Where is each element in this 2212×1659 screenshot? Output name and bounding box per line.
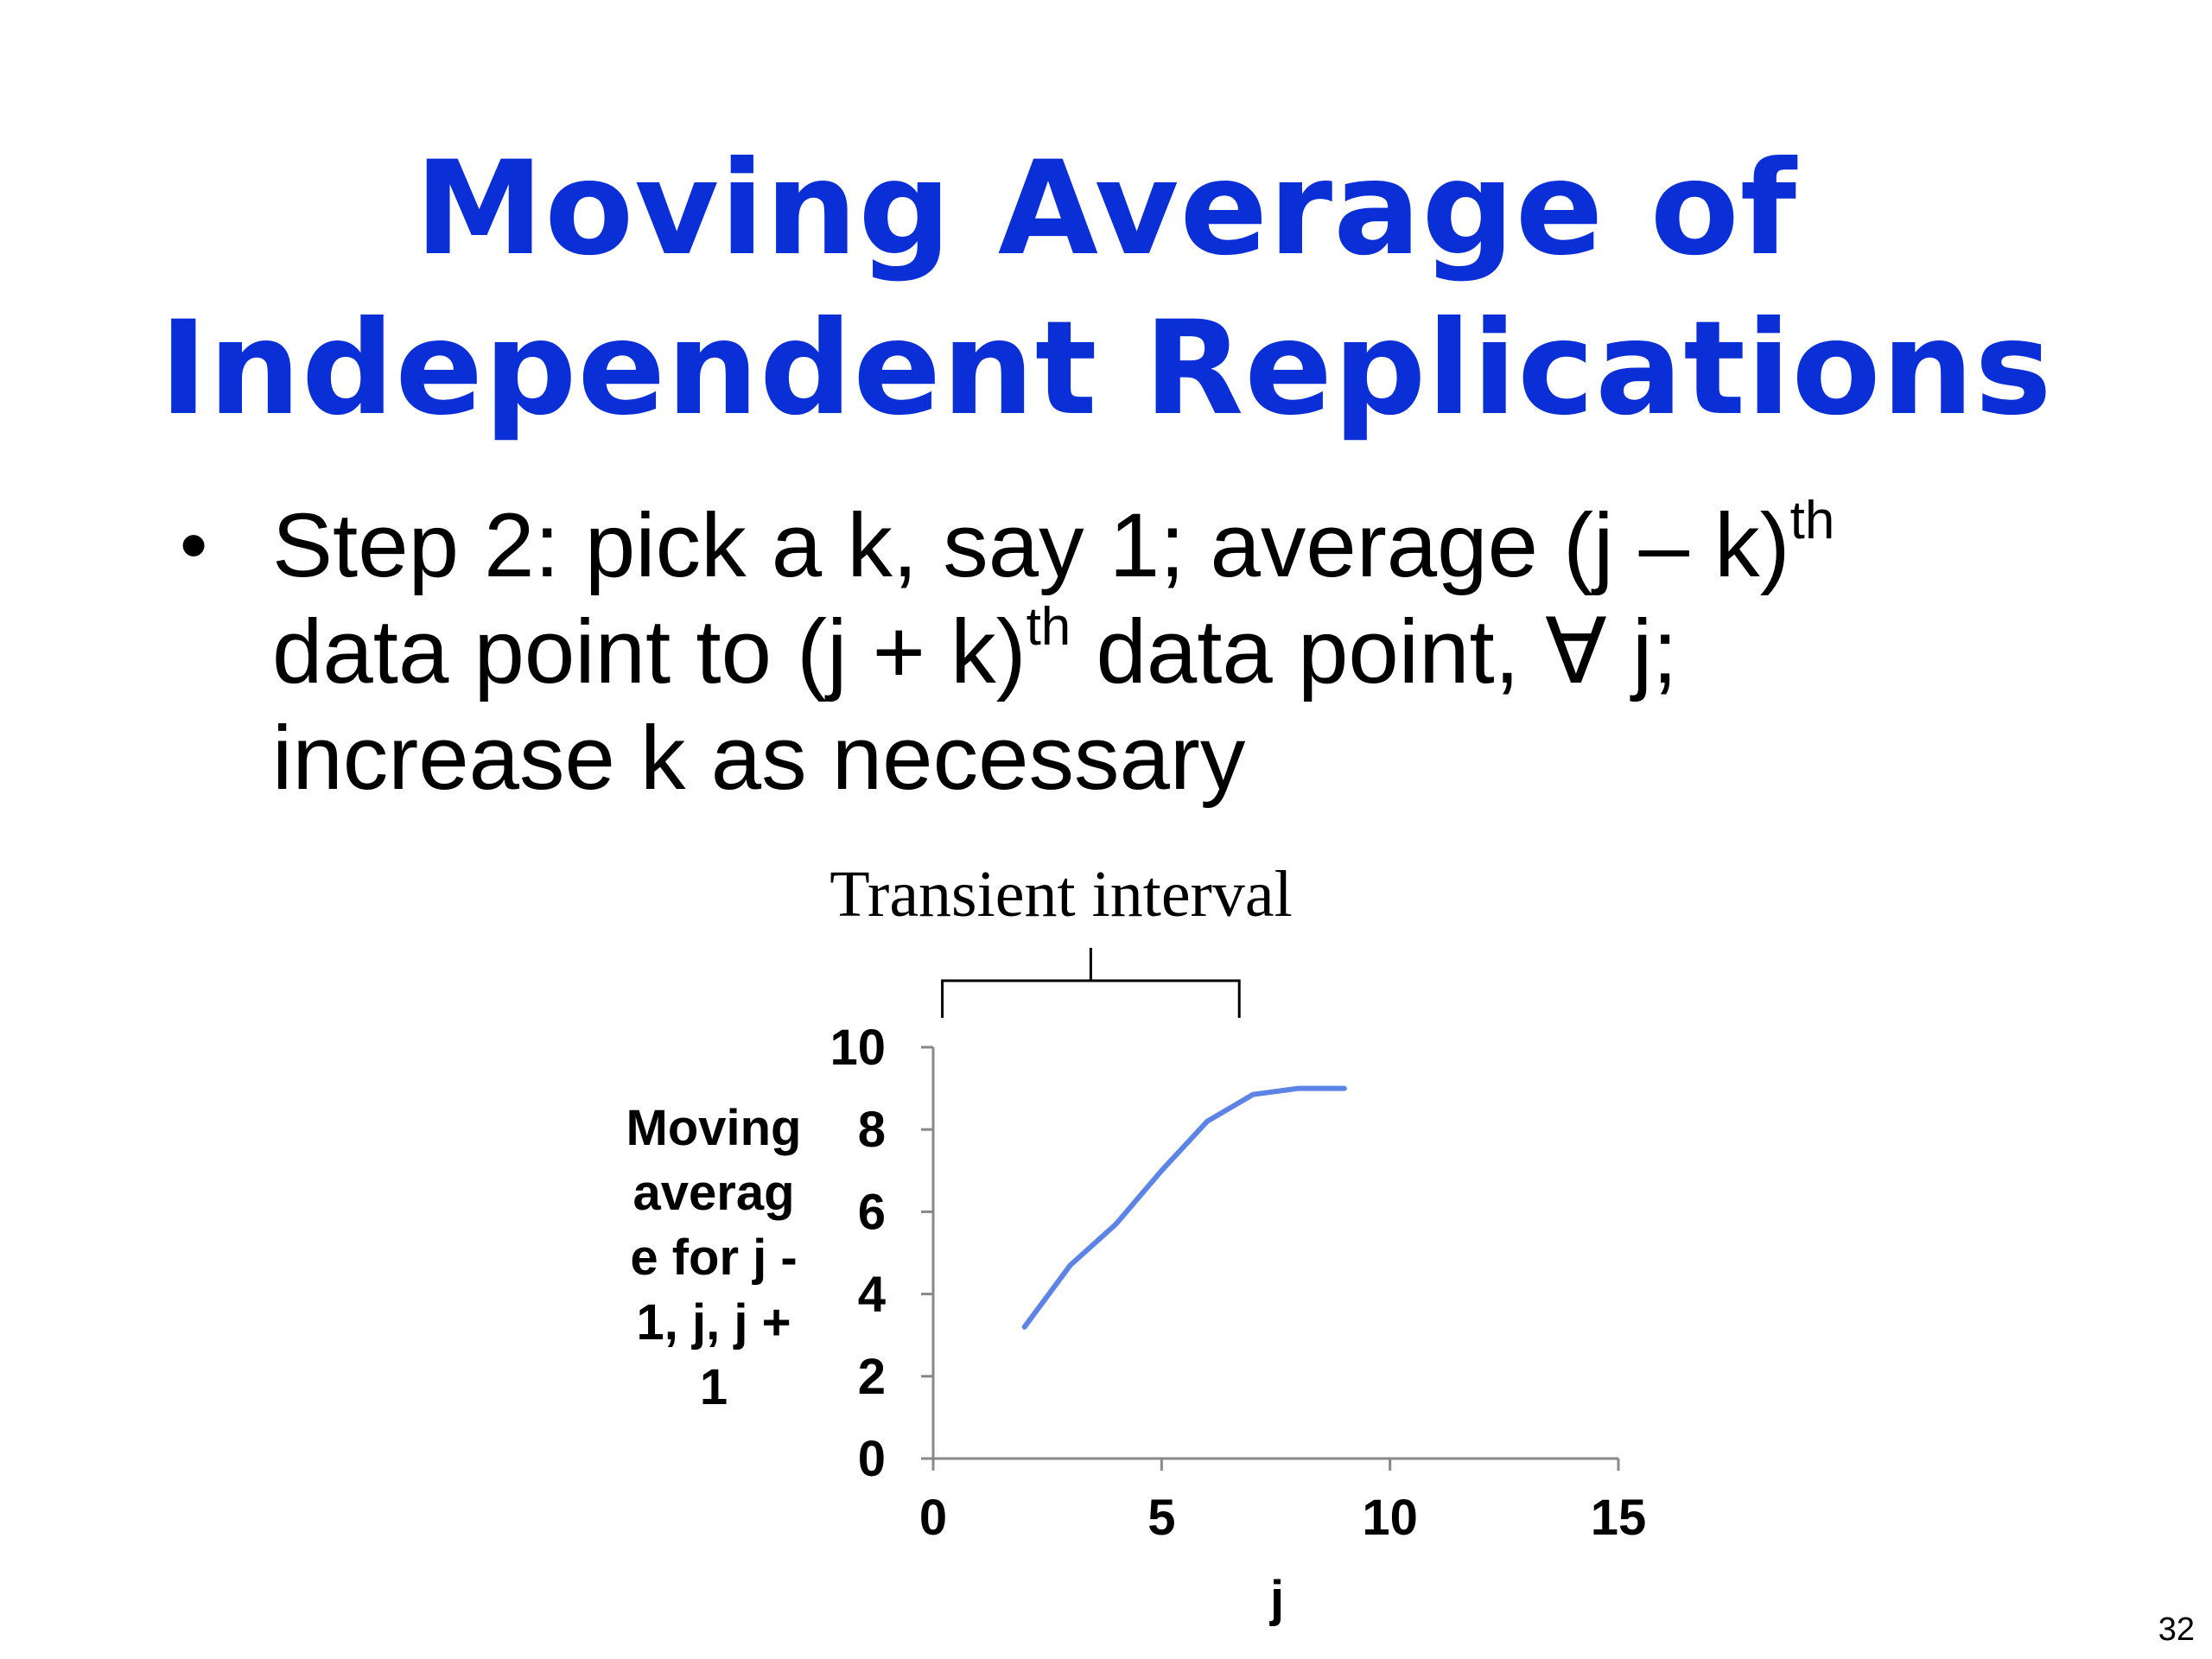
x-axis-ticks: 0 5 10 15: [919, 1459, 1646, 1546]
page-number: 32: [2158, 1611, 2195, 1648]
bullet-item: Step 2: pick a k, say 1; average (j – k)…: [272, 493, 2130, 811]
x-axis-label: j: [1269, 1571, 1284, 1627]
bullet-line-2-text-b: data point, ∀ j;: [1071, 601, 1678, 702]
y-axis-label-line: e for j -: [630, 1230, 797, 1286]
superscript-th-2: th: [1026, 597, 1071, 657]
bullet-line-3: increase k as necessary: [272, 708, 1246, 809]
x-tick-label: 15: [1591, 1490, 1647, 1546]
y-axis-label-line: averag: [632, 1165, 794, 1221]
y-axis-label-line: 1: [700, 1359, 728, 1415]
x-tick-label: 0: [919, 1490, 947, 1546]
superscript-th-1: th: [1789, 491, 1835, 550]
bullet-line-2-text-a: data point to (j + k): [272, 601, 1027, 702]
y-tick-label: 10: [830, 1020, 886, 1076]
bullet-line-2: data point to (j + k)th data point, ∀ j;: [272, 599, 2130, 705]
bullet-dot-icon: •: [180, 501, 208, 589]
y-tick-label: 0: [858, 1431, 886, 1487]
y-axis-ticks: 0 2 4 6 8 10: [830, 1020, 933, 1487]
transient-interval-label: Transient interval: [830, 858, 1292, 931]
y-tick-label: 4: [858, 1267, 886, 1323]
y-tick-label: 8: [858, 1102, 886, 1158]
title-line-1: Moving Average of: [415, 134, 1797, 284]
y-axis-label-line: 1, j, j +: [637, 1294, 791, 1351]
y-tick-label: 6: [858, 1184, 886, 1240]
y-axis-label-line: Moving: [626, 1100, 802, 1156]
title-line-2: Independent Replications: [159, 294, 2053, 444]
transient-interval-bracket: [941, 948, 1241, 1018]
y-axis-label: Moving averag e for j - 1, j, j + 1: [626, 1100, 802, 1415]
x-tick-label: 5: [1147, 1490, 1175, 1546]
series-line: [1021, 1085, 1347, 1330]
x-tick-label: 10: [1362, 1490, 1418, 1546]
slide-title: Moving Average of Independent Replicatio…: [0, 130, 2212, 449]
bullet-line-1: Step 2: pick a k, say 1; average (j – k)…: [272, 493, 2130, 599]
y-tick-label: 2: [858, 1349, 886, 1405]
bullet-line-1-text: Step 2: pick a k, say 1; average (j – k): [272, 495, 1790, 596]
